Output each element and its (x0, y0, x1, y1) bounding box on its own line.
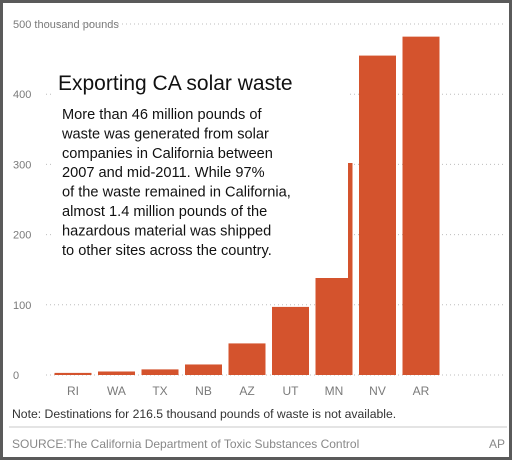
bar-chart: 0 100 200 300 400 500 thousand pounds RI WA TX N… (9, 19, 507, 451)
x-tick-label: WA (107, 384, 126, 398)
y-tick-label: 300 (13, 159, 31, 171)
subtitle-line: 2007 and mid-2011. While 97% (62, 165, 265, 181)
bar-az (228, 343, 266, 375)
y-tick-label: 200 (13, 230, 31, 242)
x-tick-label: RI (67, 384, 79, 398)
x-tick-label: AZ (239, 384, 254, 398)
x-tick-label: AR (413, 384, 430, 398)
subtitle-line: More than 46 million pounds of (62, 107, 263, 123)
y-tick-label: 400 (13, 89, 31, 101)
subtitle-line: hazardous material was shipped (62, 223, 271, 239)
x-tick-label: NB (195, 384, 212, 398)
y-tick-label: 100 (13, 300, 31, 312)
title-backdrop (52, 66, 348, 278)
y-tick-label: 0 (13, 370, 19, 382)
subtitle-line: almost 1.4 million pounds of the (62, 204, 267, 220)
source-text: SOURCE:The California Department of Toxi… (12, 437, 359, 451)
x-tick-label: TX (152, 384, 167, 398)
subtitle-line: of the waste remained in California, (62, 185, 291, 201)
credit-text: AP (489, 437, 505, 451)
chart-subtitle: More than 46 million pounds of waste was … (61, 107, 291, 259)
chart-title: Exporting CA solar waste (58, 72, 293, 95)
subtitle-line: to other sites across the country. (62, 243, 272, 259)
x-tick-label: MN (325, 384, 344, 398)
x-tick-label: UT (283, 384, 300, 398)
bar-nv (359, 55, 396, 376)
footnote: Note: Destinations for 216.5 thousand po… (12, 407, 396, 421)
x-tick-label: NV (369, 384, 386, 398)
x-axis-categories: RI WA TX NB AZ UT MN NV AR (67, 384, 430, 398)
bar-tx (141, 369, 179, 375)
subtitle-line: companies in California between (62, 146, 273, 162)
y-axis-ticks: 0 100 200 300 400 500 thousand pounds (13, 19, 119, 382)
bar-ut (272, 306, 309, 375)
y-tick-label: 500 thousand pounds (13, 19, 119, 31)
bar-nb (185, 364, 222, 375)
bar-ri (54, 372, 92, 375)
bar-ar (402, 36, 440, 376)
bar-wa (98, 371, 135, 375)
bars (54, 36, 440, 376)
subtitle-line: waste was generated from solar (61, 126, 269, 142)
